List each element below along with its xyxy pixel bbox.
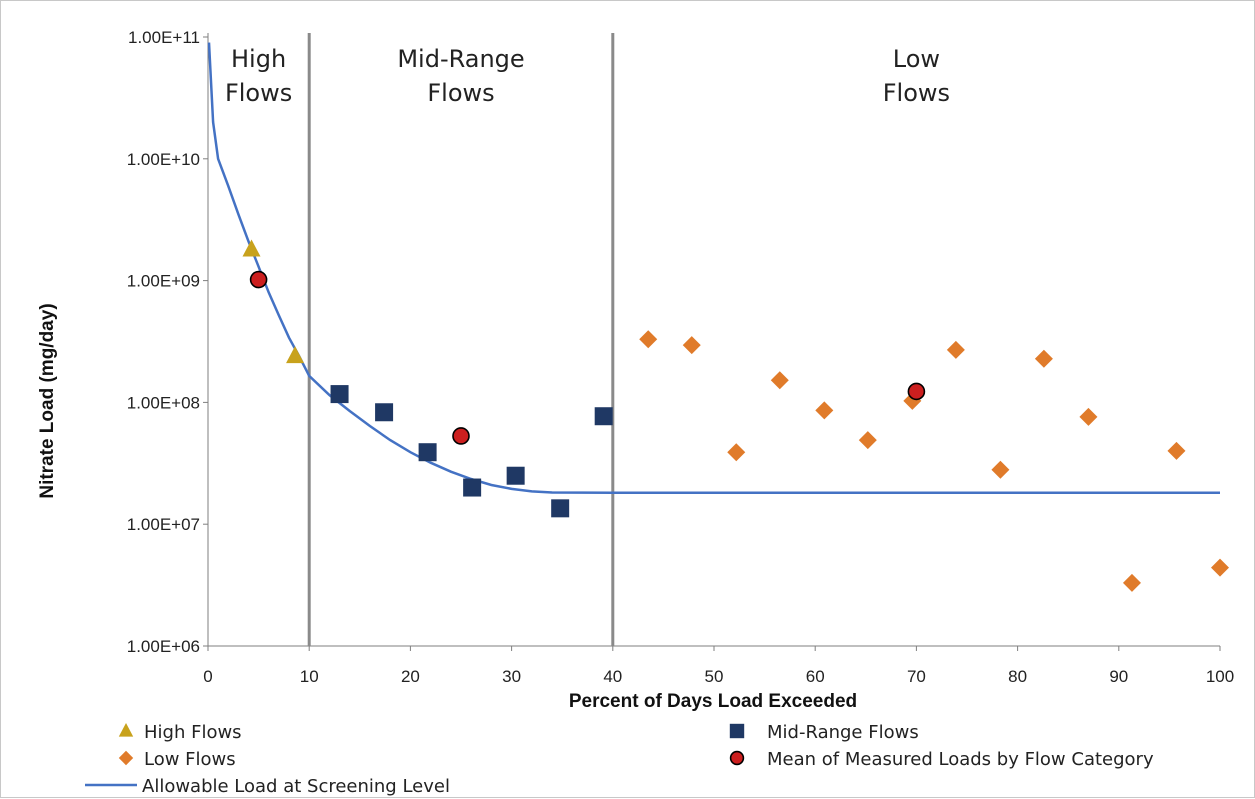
low-flows-point bbox=[1211, 558, 1229, 577]
axes-layer: 0 10 20 30 40 50 60 70 80 90 100 1.00E+06 1.00E+07 1.… bbox=[127, 28, 1234, 686]
x-tick-label: 80 bbox=[1008, 667, 1027, 686]
allowable-load-curve bbox=[207, 42, 1220, 495]
region-label: High bbox=[231, 45, 286, 73]
y-tick-label: 1.00E+11 bbox=[128, 28, 200, 47]
y-tick-label: 1.00E+09 bbox=[127, 272, 200, 291]
region-label: Mid-Range bbox=[397, 45, 524, 73]
y-tick-label: 1.00E+10 bbox=[127, 150, 200, 169]
mean-of-measured-loads-by-flow-category-point bbox=[249, 270, 268, 289]
mid-range-flows-point bbox=[551, 499, 570, 518]
region-label: Flows bbox=[427, 79, 494, 107]
mean-of-measured-loads-by-flow-category-point bbox=[452, 427, 470, 445]
x-tick-label: 20 bbox=[401, 667, 420, 686]
x-tick-label: 0 bbox=[203, 667, 212, 686]
legend-label: Allowable Load at Screening Level bbox=[142, 776, 450, 797]
mean-of-measured-loads-by-flow-category-point bbox=[907, 382, 926, 401]
high-flows-point bbox=[242, 239, 261, 257]
low-flows-point bbox=[1034, 349, 1053, 368]
legend-triangle-swatch bbox=[118, 723, 134, 737]
x-tick-label: 30 bbox=[502, 667, 521, 686]
y-tick-label: 1.00E+08 bbox=[127, 393, 200, 412]
mid-range-flows-point bbox=[594, 407, 613, 426]
curve-layer bbox=[207, 42, 1220, 495]
low-flows-point bbox=[815, 401, 834, 420]
legend-label: Mid-Range Flows bbox=[767, 722, 919, 743]
low-flows-point bbox=[1167, 441, 1186, 460]
region-label: Flows bbox=[225, 79, 292, 107]
x-tick-label: 90 bbox=[1109, 667, 1128, 686]
legend-label: High Flows bbox=[144, 722, 242, 743]
legend: High Flows Mid-Range Flows Low Flows Mean o… bbox=[85, 722, 1154, 797]
low-flows-point bbox=[858, 431, 877, 450]
x-axis-title: Percent of Days Load Exceeded bbox=[569, 691, 857, 712]
mid-range-flows-point bbox=[463, 478, 482, 497]
low-flows-point bbox=[1079, 407, 1098, 426]
legend-label: Low Flows bbox=[144, 749, 236, 770]
x-tick-label: 10 bbox=[300, 667, 319, 686]
high-flows-point bbox=[286, 346, 305, 364]
x-tick-label: 50 bbox=[705, 667, 724, 686]
legend-diamond-swatch bbox=[118, 750, 134, 766]
legend-circle-swatch bbox=[729, 750, 745, 766]
labels-layer: Percent of Days Load Exceeded Nitrate Lo… bbox=[37, 303, 857, 712]
mid-range-flows-point bbox=[418, 443, 437, 462]
mid-range-flows-point bbox=[375, 403, 394, 422]
x-tick-label: 70 bbox=[907, 667, 926, 686]
low-flows-point bbox=[682, 336, 701, 355]
legend-square-swatch bbox=[729, 723, 745, 739]
y-tick-label: 1.00E+06 bbox=[127, 637, 200, 656]
low-flows-point bbox=[770, 371, 789, 390]
low-flows-point bbox=[727, 443, 746, 462]
x-tick-label: 40 bbox=[603, 667, 622, 686]
region-label: Low bbox=[893, 45, 940, 73]
mid-range-flows-point bbox=[506, 466, 525, 485]
low-flows-point bbox=[1122, 573, 1141, 592]
low-flows-point bbox=[991, 460, 1010, 479]
low-flows-point bbox=[639, 330, 658, 349]
y-tick-label: 1.00E+07 bbox=[127, 515, 200, 534]
x-tick-label: 60 bbox=[806, 667, 825, 686]
x-tick-label: 100 bbox=[1206, 667, 1234, 686]
legend-label: Mean of Measured Loads by Flow Category bbox=[767, 749, 1154, 770]
region-label: Flows bbox=[883, 79, 950, 107]
region-layer: High Flows Mid-Range Flows Low Flows bbox=[225, 33, 950, 646]
marks-layer bbox=[242, 239, 1229, 592]
y-axis-title: Nitrate Load (mg/day) bbox=[37, 303, 58, 498]
low-flows-point bbox=[946, 340, 965, 359]
mid-range-flows-point bbox=[330, 385, 349, 404]
